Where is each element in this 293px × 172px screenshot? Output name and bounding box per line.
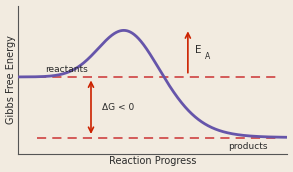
X-axis label: Reaction Progress: Reaction Progress [109, 157, 197, 166]
Text: reactants: reactants [45, 65, 88, 74]
Text: E: E [195, 45, 201, 55]
Text: A: A [205, 52, 210, 61]
Text: products: products [228, 142, 268, 150]
Text: ΔG < 0: ΔG < 0 [102, 103, 134, 112]
Y-axis label: Gibbs Free Energy: Gibbs Free Energy [6, 35, 16, 124]
